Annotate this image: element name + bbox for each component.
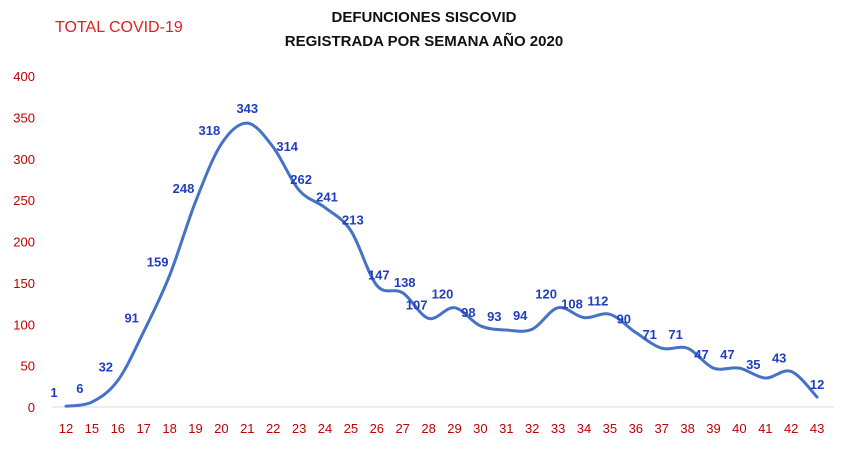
x-tick-label: 33 — [551, 421, 565, 436]
x-tick-label: 34 — [577, 421, 591, 436]
x-tick-label: 21 — [240, 421, 254, 436]
data-label: 318 — [199, 123, 221, 138]
data-label: 93 — [487, 309, 501, 324]
data-label: 98 — [461, 305, 475, 320]
data-label: 314 — [276, 139, 298, 154]
y-tick-label: 350 — [13, 110, 35, 125]
data-label: 35 — [746, 357, 760, 372]
x-tick-label: 20 — [214, 421, 228, 436]
data-label: 112 — [587, 293, 608, 308]
data-label: 241 — [316, 190, 338, 205]
data-label: 107 — [406, 297, 428, 312]
x-tick-label: 25 — [344, 421, 358, 436]
x-tick-label: 27 — [395, 421, 409, 436]
chart-title-line-2: REGISTRADA POR SEMANA AÑO 2020 — [284, 33, 564, 50]
y-tick-label: 200 — [13, 235, 35, 250]
x-tick-label: 18 — [162, 421, 176, 436]
data-label: 159 — [147, 254, 169, 269]
x-tick-label: 35 — [603, 421, 617, 436]
y-tick-label: 150 — [13, 276, 35, 291]
x-tick-label: 32 — [525, 421, 539, 436]
x-tick-label: 41 — [758, 421, 772, 436]
x-tick-label: 24 — [318, 421, 332, 436]
x-tick-label: 42 — [784, 421, 798, 436]
x-tick-label: 15 — [85, 421, 99, 436]
x-tick-label: 29 — [447, 421, 461, 436]
y-tick-label: 400 — [13, 69, 35, 84]
x-tick-label: 37 — [654, 421, 668, 436]
data-label: 47 — [694, 347, 708, 362]
x-tick-label: 16 — [111, 421, 125, 436]
data-label: 90 — [617, 312, 631, 327]
x-tick-label: 19 — [188, 421, 202, 436]
x-tick-label: 17 — [136, 421, 150, 436]
y-tick-label: 100 — [13, 317, 35, 332]
x-tick-label: 36 — [629, 421, 643, 436]
data-label: 120 — [535, 287, 557, 302]
data-label: 1 — [50, 385, 57, 400]
data-label: 12 — [810, 377, 824, 392]
x-tick-label: 23 — [292, 421, 306, 436]
data-label: 138 — [394, 275, 416, 290]
y-tick-label: 250 — [13, 193, 35, 208]
data-label: 343 — [236, 101, 258, 116]
x-tick-label: 30 — [473, 421, 487, 436]
x-tick-label: 26 — [370, 421, 384, 436]
y-tick-label: 50 — [21, 359, 35, 374]
total-covid-label: TOTAL COVID-19 — [55, 19, 183, 36]
series-line — [64, 121, 819, 408]
data-label: 47 — [720, 347, 734, 362]
x-tick-label: 28 — [421, 421, 435, 436]
data-label: 71 — [668, 327, 682, 342]
x-tick-label: 38 — [680, 421, 694, 436]
x-tick-label: 31 — [499, 421, 513, 436]
x-tick-label: 22 — [266, 421, 280, 436]
data-label: 120 — [432, 287, 454, 302]
data-label: 94 — [513, 308, 528, 323]
data-label: 32 — [99, 360, 113, 375]
data-label: 91 — [124, 311, 138, 326]
data-label: 108 — [561, 297, 583, 312]
data-label: 248 — [173, 181, 195, 196]
data-label: 71 — [642, 327, 656, 342]
data-label: 262 — [290, 172, 312, 187]
y-tick-label: 0 — [28, 400, 35, 415]
x-tick-label: 43 — [810, 421, 824, 436]
data-label: 147 — [368, 267, 390, 282]
chart-title-line-1: DEFUNCIONES SISCOVID — [331, 9, 517, 26]
data-label: 6 — [76, 381, 83, 396]
data-label: 43 — [772, 350, 786, 365]
y-tick-label: 300 — [13, 152, 35, 167]
data-label: 213 — [342, 213, 364, 228]
x-tick-label: 39 — [706, 421, 720, 436]
x-tick-label: 12 — [59, 421, 73, 436]
x-tick-label: 40 — [732, 421, 746, 436]
